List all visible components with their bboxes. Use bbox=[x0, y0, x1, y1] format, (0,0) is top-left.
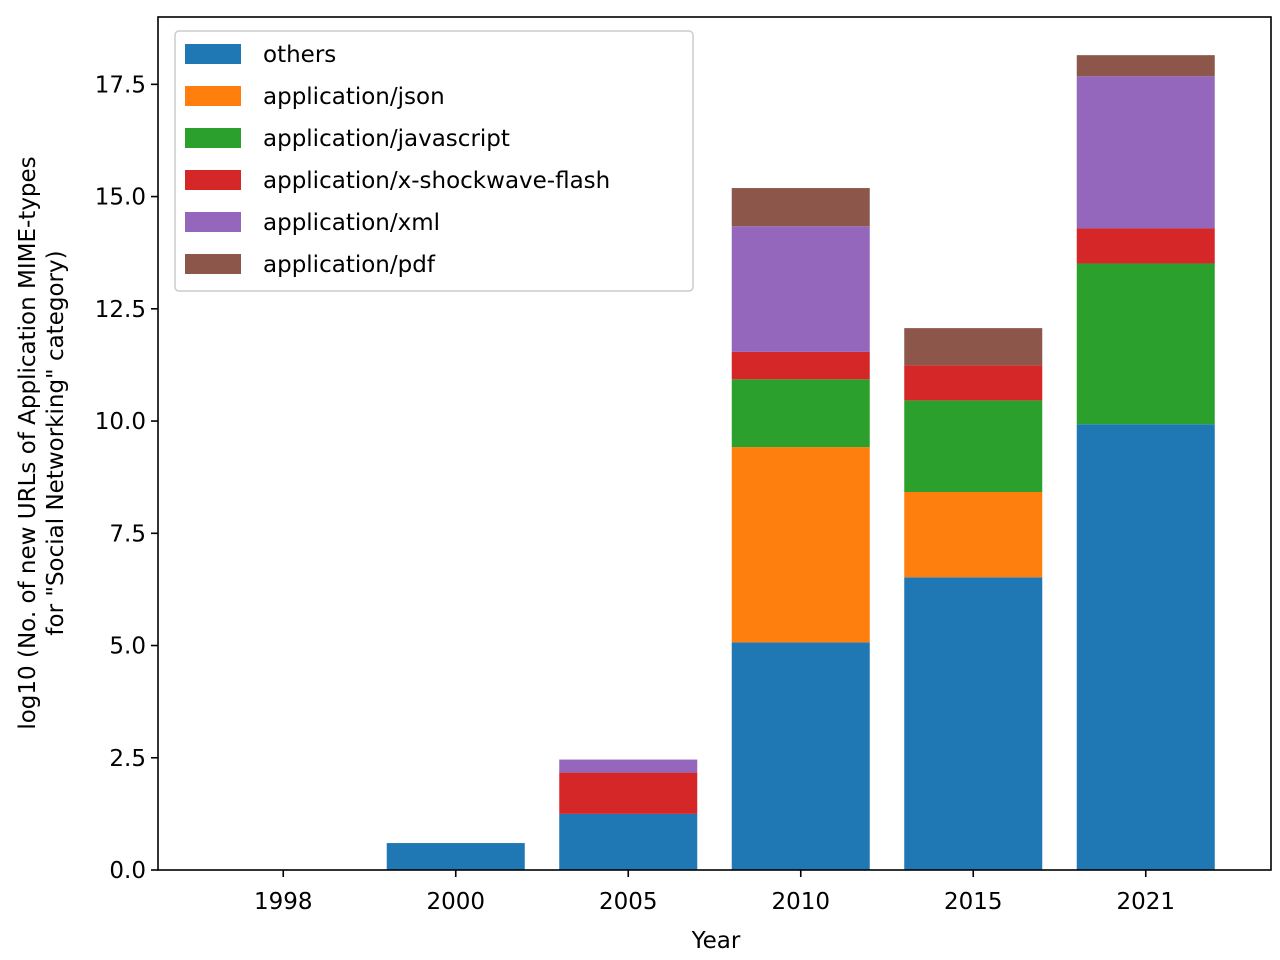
legend-swatch-application-json bbox=[185, 86, 241, 106]
y-tick-label: 2.5 bbox=[109, 746, 146, 772]
bar-2010-application-javascript bbox=[731, 379, 870, 448]
legend-swatch-application-x-shockwave-flash bbox=[185, 170, 241, 190]
bar-2021-others bbox=[1076, 424, 1215, 870]
bar-2015-application-json bbox=[904, 491, 1043, 578]
y-axis-label-line-1: log10 (No. of new URLs of Application MI… bbox=[15, 156, 41, 729]
bar-2010-application-json bbox=[731, 447, 870, 643]
legend-label: application/json bbox=[263, 84, 445, 110]
y-tick-label: 12.5 bbox=[95, 297, 146, 323]
bar-2005-application-xml bbox=[559, 759, 698, 773]
bars-group bbox=[386, 55, 1215, 870]
x-tick-label: 2021 bbox=[1116, 889, 1175, 915]
bar-2010-application-x-shockwave-flash bbox=[731, 351, 870, 380]
bar-2010-others bbox=[731, 642, 870, 870]
y-axis-label-line-2: for "Social Networking" category) bbox=[43, 250, 69, 635]
bar-2015-application-x-shockwave-flash bbox=[904, 365, 1043, 401]
legend-swatch-application-xml bbox=[185, 212, 241, 232]
legend-label: application/javascript bbox=[263, 126, 510, 152]
bar-2005-application-x-shockwave-flash bbox=[559, 772, 698, 814]
x-axis-label: Year bbox=[691, 928, 741, 954]
legend-label: application/pdf bbox=[263, 252, 436, 278]
y-tick-label: 5.0 bbox=[109, 634, 146, 660]
y-tick-label: 10.0 bbox=[95, 409, 146, 435]
x-tick-label: 1998 bbox=[254, 889, 313, 915]
legend-swatch-others bbox=[185, 44, 241, 64]
legend-label: others bbox=[263, 42, 336, 68]
x-tick-label: 2010 bbox=[771, 889, 830, 915]
x-axis: 1998 2000 2005 2010 2015 2021 bbox=[254, 870, 1175, 915]
y-tick-label: 17.5 bbox=[95, 72, 146, 98]
y-tick-label: 0.0 bbox=[109, 858, 146, 884]
legend-label: application/x-shockwave-flash bbox=[263, 168, 610, 194]
bar-2015-application-pdf bbox=[904, 328, 1043, 366]
x-tick-label: 2005 bbox=[599, 889, 658, 915]
legend: others application/json application/javasc… bbox=[174, 30, 694, 292]
legend-swatch-application-pdf bbox=[185, 254, 241, 274]
bar-2005-others bbox=[559, 813, 698, 870]
y-tick-label: 15.0 bbox=[95, 185, 146, 211]
y-tick-label: 7.5 bbox=[109, 521, 146, 547]
x-tick-label: 2015 bbox=[944, 889, 1003, 915]
bar-2021-application-pdf bbox=[1076, 55, 1215, 77]
legend-box bbox=[174, 30, 694, 292]
plot-frame bbox=[157, 16, 1272, 871]
y-axis: 0.0 2.5 5.0 7.5 10.0 12.5 15.0 17.5 bbox=[95, 72, 158, 884]
bar-2010-application-xml bbox=[731, 226, 870, 352]
bar-2000-others bbox=[386, 843, 525, 870]
x-tick-label: 2000 bbox=[426, 889, 485, 915]
legend-swatch-application-javascript bbox=[185, 128, 241, 148]
bar-2021-application-xml bbox=[1076, 76, 1215, 229]
bar-2010-application-pdf bbox=[731, 188, 870, 227]
bar-2015-application-javascript bbox=[904, 400, 1043, 492]
bar-2015-others bbox=[904, 577, 1043, 870]
legend-label: application/xml bbox=[263, 210, 440, 236]
bar-2021-application-javascript bbox=[1076, 263, 1215, 425]
bar-2021-application-x-shockwave-flash bbox=[1076, 228, 1215, 264]
